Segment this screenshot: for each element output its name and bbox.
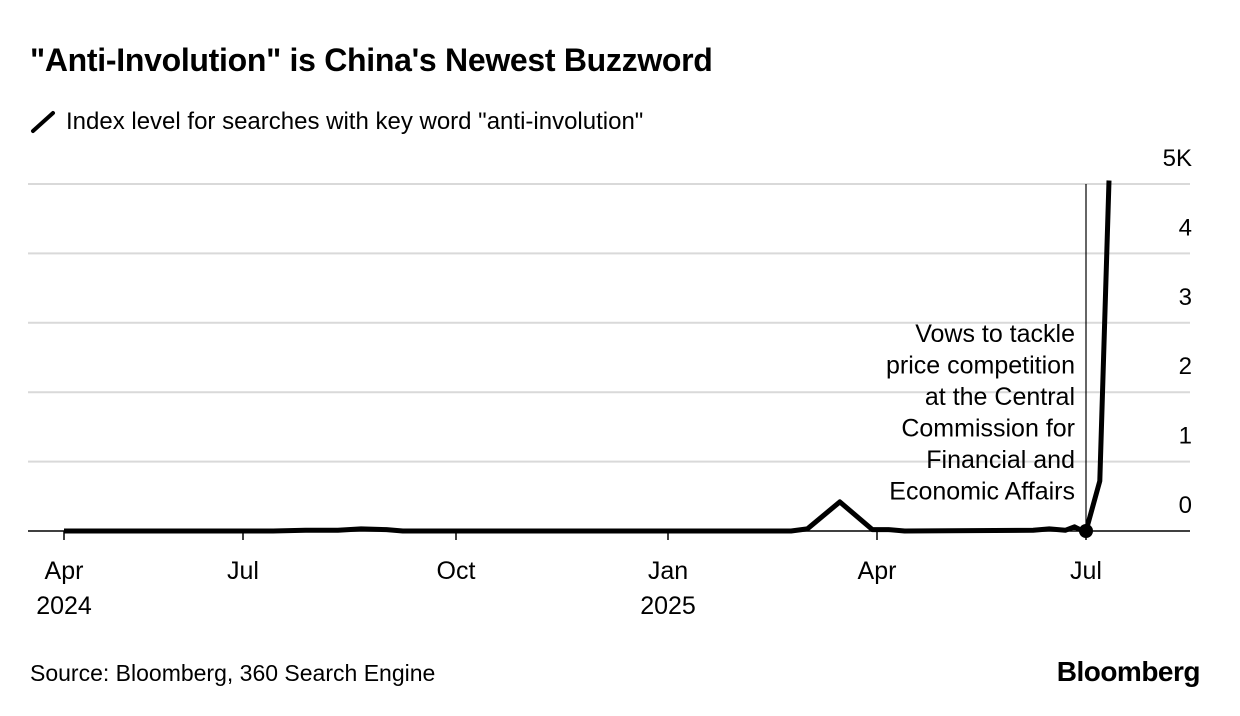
x-tick-label: Jan: [648, 557, 688, 585]
legend: Index level for searches with key word "…: [30, 108, 643, 136]
annotation-text: Financial and: [926, 446, 1075, 474]
y-tick-label: 4: [1179, 214, 1192, 241]
y-tick-label: 5K: [1163, 145, 1192, 172]
x-tick-label: Jul: [227, 557, 259, 585]
pen-line-icon: [31, 111, 55, 133]
chart-title: "Anti-Involution" is China's Newest Buzz…: [30, 42, 713, 78]
annotation-text: at the Central: [925, 383, 1075, 411]
annotation-text: Economic Affairs: [889, 478, 1075, 506]
x-tick-year-label: 2024: [36, 592, 92, 620]
y-tick-label: 1: [1179, 423, 1192, 450]
annotation-text: Vows to tackle: [915, 320, 1075, 348]
x-tick-year-label: 2025: [640, 592, 696, 620]
series-line: [64, 180, 1112, 534]
annotation-text: price competition: [886, 352, 1075, 380]
source-note: Source: Bloomberg, 360 Search Engine: [30, 660, 436, 686]
x-tick-label: Jul: [1070, 557, 1102, 585]
x-tick-label: Apr: [45, 557, 84, 585]
x-tick-label: Oct: [437, 557, 476, 585]
y-tick-label: 2: [1179, 353, 1192, 380]
y-tick-label: 3: [1179, 284, 1192, 311]
x-tick-label: Apr: [858, 557, 897, 585]
y-tick-label: 0: [1179, 492, 1192, 519]
legend-label: Index level for searches with key word "…: [66, 108, 644, 135]
annotation-marker: [1079, 524, 1093, 538]
annotation-text: Commission for: [901, 415, 1075, 443]
bloomberg-logo: Bloomberg: [1056, 656, 1201, 687]
